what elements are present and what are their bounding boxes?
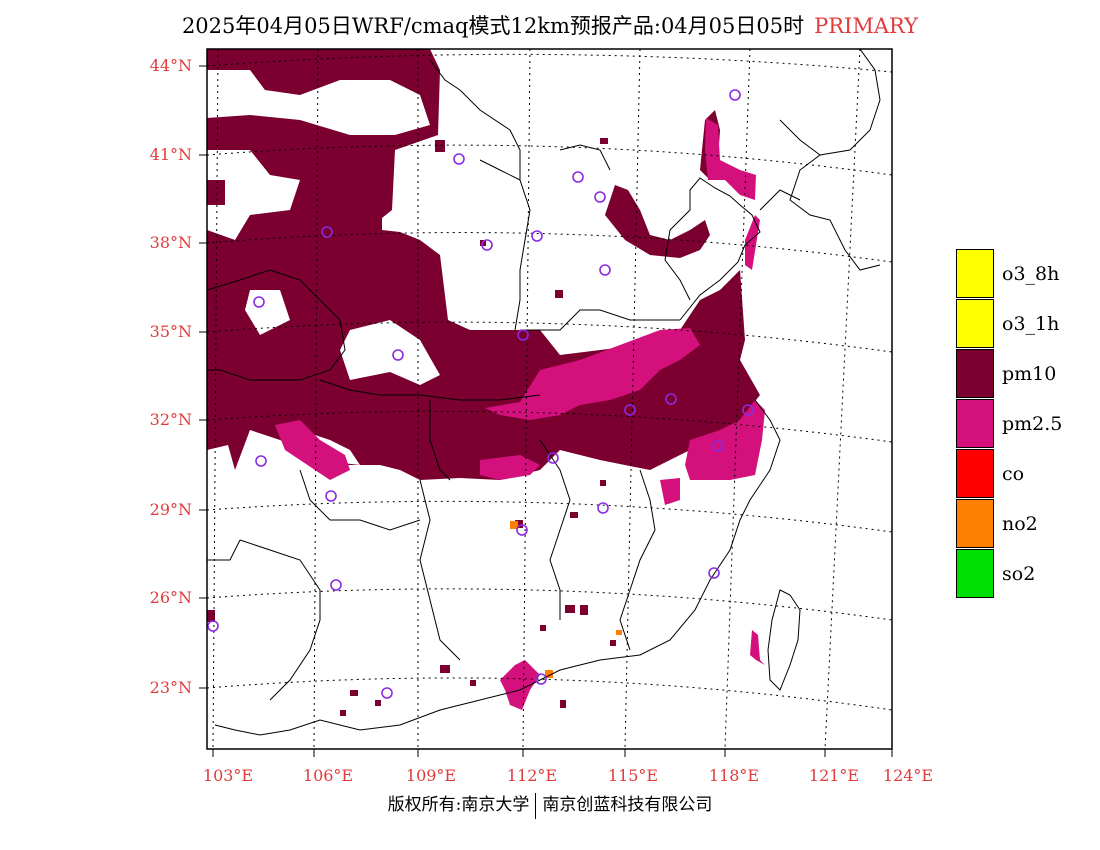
pm25-region-taiwan [750, 630, 765, 665]
copyright-footer: 版权所有:南京大学 南京创蓝科技有限公司 [0, 790, 1100, 819]
legend-label: so2 [1002, 563, 1036, 585]
boundaries [207, 49, 881, 736]
lon-label-121: 121°E [808, 766, 860, 785]
pm25-region-sichuan [275, 420, 350, 480]
title-primary: PRIMARY [814, 14, 919, 38]
city-markers [207, 89, 754, 699]
pm25-region-east [685, 400, 765, 480]
footer-left: 版权所有:南京大学 [387, 795, 530, 815]
legend-swatch [956, 449, 994, 498]
pm25-region-northeast [705, 118, 756, 200]
lat-label-29: 29°N [149, 500, 192, 519]
lon-label-112: 112°E [506, 766, 558, 785]
lat-label-38: 38°N [149, 233, 192, 252]
legend-label: pm2.5 [1002, 413, 1063, 435]
pm25-region-hubei [480, 455, 540, 480]
map-title: 2025年04月05日WRF/cmaq模式12km预报产品:04月05日05时 P… [0, 10, 1100, 40]
lat-label-26: 26°N [149, 588, 192, 607]
lon-label-106: 106°E [302, 766, 354, 785]
map-frame [206, 48, 893, 750]
no2-patch [545, 670, 553, 678]
footer-divider [535, 792, 537, 819]
pm25-region-guangdong [500, 660, 540, 710]
footer-right: 南京创蓝科技有限公司 [542, 795, 713, 815]
lon-label-115: 115°E [607, 766, 659, 785]
no2-patch [616, 630, 622, 635]
legend-swatch [956, 549, 994, 598]
lon-label-109: 109°E [405, 766, 457, 785]
lat-label-32: 32°N [149, 410, 192, 429]
axis-ticks [199, 65, 893, 757]
legend-swatch [956, 299, 994, 348]
legend-label: o3_1h [1002, 313, 1060, 335]
no2-patch [510, 521, 518, 529]
legend-swatch [956, 249, 994, 298]
legend-label: o3_8h [1002, 263, 1060, 285]
legend-label: co [1002, 463, 1025, 485]
pm10-region-beijing [605, 185, 710, 258]
pm25-region-shandong [745, 215, 760, 270]
legend-label: no2 [1002, 513, 1038, 535]
title-main: 2025年04月05日WRF/cmaq模式12km预报产品:04月05日05时 [181, 14, 805, 38]
pm25-region-fujian [660, 478, 680, 505]
legend-swatch [956, 349, 994, 398]
lat-label-44: 44°N [149, 56, 192, 75]
legend-swatch [956, 499, 994, 548]
legend-swatch [956, 399, 994, 448]
lon-label-103: 103°E [202, 766, 254, 785]
lat-label-35: 35°N [149, 322, 192, 341]
pm25-region-central [485, 328, 700, 420]
lon-label-124: 124°E [882, 766, 934, 785]
lat-label-41: 41°N [149, 145, 192, 164]
legend-label: pm10 [1002, 363, 1057, 385]
lat-label-23: 23°N [149, 678, 192, 697]
lon-label-118: 118°E [708, 766, 760, 785]
graticule [207, 49, 892, 749]
